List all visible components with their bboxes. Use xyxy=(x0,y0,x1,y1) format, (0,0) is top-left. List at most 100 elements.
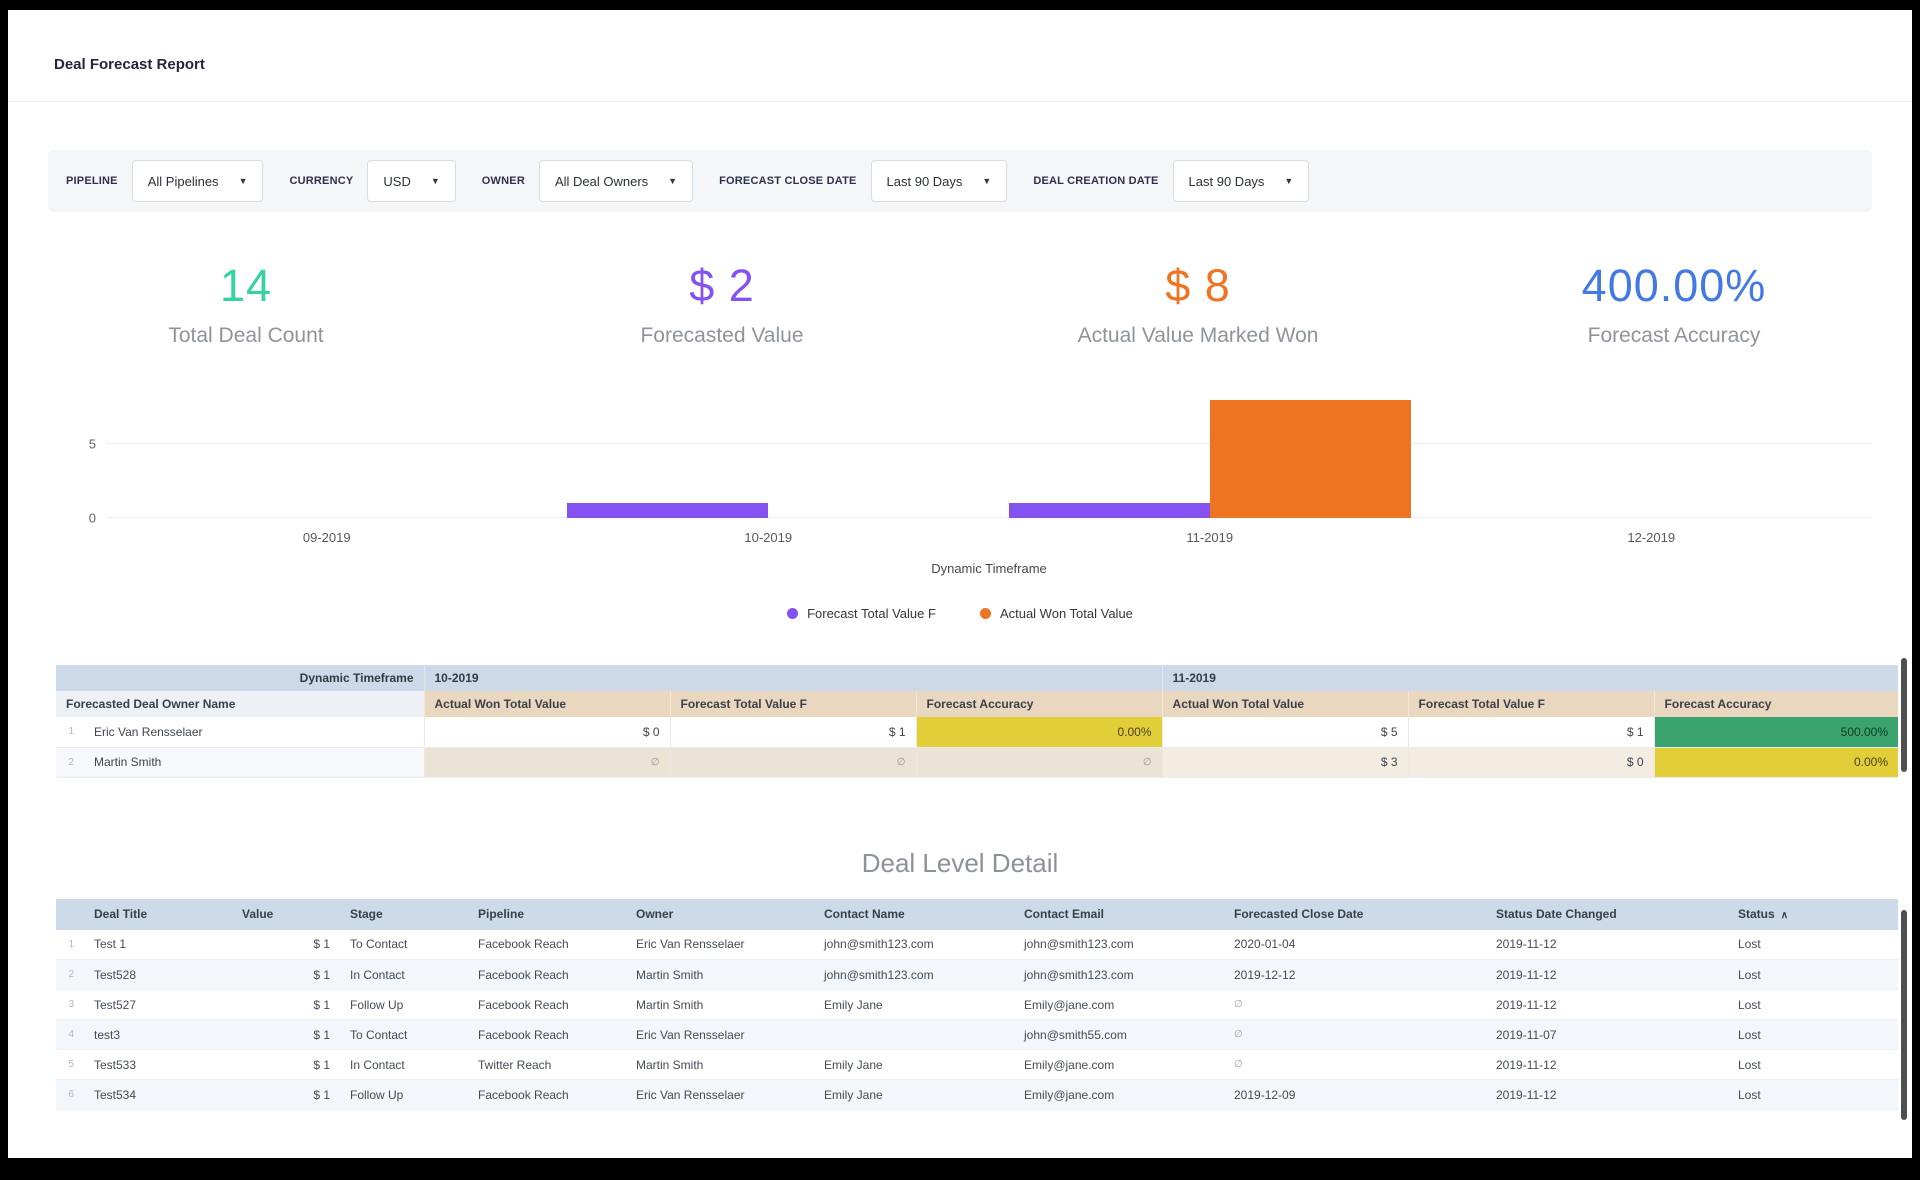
col-header-value[interactable]: Value xyxy=(232,898,340,930)
cell-stage: To Contact xyxy=(340,1019,468,1050)
kpi-label: Actual Value Marked Won xyxy=(1077,324,1319,347)
cell-value: $ 1 xyxy=(232,1049,340,1080)
cell-pipeline: Facebook Reach xyxy=(468,1019,626,1050)
col-header-pipeline[interactable]: Pipeline xyxy=(468,898,626,930)
kpi-actual-value-won: $ 8 Actual Value Marked Won xyxy=(960,260,1436,348)
sort-asc-icon: ∧ xyxy=(1780,910,1789,921)
cell-forecasted-close-date: ∅ xyxy=(1224,989,1486,1020)
pivot-col-header: Forecast Total Value F xyxy=(1407,691,1655,717)
filter-pipeline: PIPELINE All Pipelines ▼ xyxy=(66,160,264,202)
cell-pipeline: Twitter Reach xyxy=(468,1049,626,1080)
pivot-col-header: Forecast Accuracy xyxy=(915,691,1163,717)
filter-currency: CURRENCY USD ▼ xyxy=(289,160,456,202)
cell-status-date-changed: 2019-11-12 xyxy=(1486,959,1728,990)
pivot-col-header: Forecast Accuracy xyxy=(1653,691,1899,717)
pivot-cell-null: ∅ xyxy=(915,747,1163,778)
bar-group-12-2019 xyxy=(1431,388,1873,518)
cell-contact-email: john@smith123.com xyxy=(1014,959,1224,990)
x-tick-label-10-2019: 10-2019 xyxy=(744,530,793,545)
filter-deal-creation-date: DEAL CREATION DATE Last 90 Days ▼ xyxy=(1033,160,1310,202)
col-header-stage[interactable]: Stage xyxy=(340,898,468,930)
col-header-owner[interactable]: Owner xyxy=(626,898,814,930)
pivot-row: 2 Martin Smith ∅ ∅ ∅ $ 3 $ 0 0.00% xyxy=(56,747,1899,778)
col-header-status[interactable]: Status ∧ xyxy=(1728,898,1898,930)
pivot-cell-null: ∅ xyxy=(669,747,916,778)
chevron-down-icon: ▼ xyxy=(1284,176,1294,186)
cell-owner: Martin Smith xyxy=(626,989,814,1020)
pivot-group-header-row: Dynamic Timeframe 10-2019 11-2019 xyxy=(56,665,1899,691)
y-tick-label-5: 5 xyxy=(88,436,96,452)
deal-row: 5 Test533 $ 1 In Contact Twitter Reach M… xyxy=(56,1049,1898,1080)
cell-value: $ 1 xyxy=(232,959,340,990)
legend-item-actual-won-total-value[interactable]: Actual Won Total Value xyxy=(979,606,1133,621)
deal-table-scrollbar[interactable] xyxy=(1901,910,1907,1120)
legend-item-forecast-total-value-f[interactable]: Forecast Total Value F xyxy=(787,606,936,621)
kpi-label: Forecasted Value xyxy=(640,324,804,347)
filter-owner: OWNER All Deal Owners ▼ xyxy=(482,160,694,202)
cell-status-date-changed: 2019-11-07 xyxy=(1486,1019,1728,1050)
deal-row: 2 Test528 $ 1 In Contact Facebook Reach … xyxy=(56,959,1898,990)
cell-owner: Eric Van Rensselaer xyxy=(626,1079,814,1110)
cell-contact-name: Emily Jane xyxy=(814,1079,1014,1110)
col-header-contact-name[interactable]: Contact Name xyxy=(814,898,1014,930)
owner-select[interactable]: All Deal Owners ▼ xyxy=(538,160,694,202)
row-number: 4 xyxy=(56,1019,84,1050)
kpi-forecasted-value: $ 2 Forecasted Value xyxy=(484,260,960,348)
select-value: Last 90 Days xyxy=(1188,173,1265,189)
col-header-contact-email[interactable]: Contact Email xyxy=(1014,898,1224,930)
col-header-forecasted-close-date[interactable]: Forecasted Close Date xyxy=(1224,898,1486,930)
cell-deal-title: Test534 xyxy=(84,1079,232,1110)
col-header-status-date-changed[interactable]: Status Date Changed xyxy=(1486,898,1728,930)
gridline-0 xyxy=(106,517,1872,518)
pivot-cell: $ 1 xyxy=(669,717,916,748)
pivot-table: Dynamic Timeframe 10-2019 11-2019 Foreca… xyxy=(56,665,1899,778)
cell-contact-name: john@smith123.com xyxy=(814,929,1014,960)
cell-stage: To Contact xyxy=(340,929,468,960)
currency-select[interactable]: USD ▼ xyxy=(367,160,456,202)
owner-name: Eric Van Rensselaer xyxy=(84,717,424,748)
col-header-deal-title[interactable]: Deal Title xyxy=(84,898,232,930)
cell-owner: Martin Smith xyxy=(626,959,814,990)
cell-deal-title: Test527 xyxy=(84,989,232,1020)
col-header-status-label: Status xyxy=(1738,907,1775,921)
cell-contact-name: Emily Jane xyxy=(814,989,1014,1020)
filter-forecast-close-date: FORECAST CLOSE DATE Last 90 Days ▼ xyxy=(719,160,1008,202)
chevron-down-icon: ▼ xyxy=(430,176,440,186)
cell-deal-title: Test528 xyxy=(84,959,232,990)
pivot-scrollbar[interactable] xyxy=(1901,658,1907,772)
filter-label: PIPELINE xyxy=(66,175,118,187)
kpi-label: Total Deal Count xyxy=(168,324,324,347)
deal-row: 4 test3 $ 1 To Contact Facebook Reach Er… xyxy=(56,1019,1898,1050)
cell-forecasted-close-date: 2020-01-04 xyxy=(1224,929,1486,960)
pivot-col-header: Actual Won Total Value xyxy=(1161,691,1409,717)
row-number: 2 xyxy=(56,747,84,778)
deal-row: 6 Test534 $ 1 Follow Up Facebook Reach E… xyxy=(56,1079,1898,1110)
cell-stage: In Contact xyxy=(340,959,468,990)
kpi-row: 14 Total Deal Count $ 2 Forecasted Value… xyxy=(8,260,1912,348)
cell-value: $ 1 xyxy=(232,1079,340,1110)
bar-11-2019-forecast-total-value-f xyxy=(1008,503,1210,518)
pivot-cell: $ 5 xyxy=(1161,717,1409,748)
forecast-close-date-select[interactable]: Last 90 Days ▼ xyxy=(870,160,1008,202)
cell-stage: Follow Up xyxy=(340,989,468,1020)
filter-label: CURRENCY xyxy=(289,175,354,187)
cell-owner: Eric Van Rensselaer xyxy=(626,1019,814,1050)
cell-contact-name xyxy=(814,1019,1014,1050)
cell-status: Lost xyxy=(1728,1079,1898,1110)
pivot-corner-label: Dynamic Timeframe xyxy=(56,665,424,691)
filter-bar: PIPELINE All Pipelines ▼ CURRENCY USD ▼ … xyxy=(48,150,1872,212)
cell-contact-name: Emily Jane xyxy=(814,1049,1014,1080)
pipeline-select[interactable]: All Pipelines ▼ xyxy=(131,160,264,202)
deal-creation-date-select[interactable]: Last 90 Days ▼ xyxy=(1172,160,1310,202)
pivot-group-11-2019: 11-2019 xyxy=(1161,665,1899,691)
kpi-value: 14 xyxy=(219,260,273,311)
row-number-header xyxy=(56,898,84,930)
select-value: USD xyxy=(383,173,411,189)
row-number: 3 xyxy=(56,989,84,1020)
cell-value: $ 1 xyxy=(232,929,340,960)
cell-deal-title: Test 1 xyxy=(84,929,232,960)
cell-forecasted-close-date: ∅ xyxy=(1224,1019,1486,1050)
deal-level-detail-table: Deal Title Value Stage Pipeline Owner Co… xyxy=(56,898,1898,1110)
pivot-col-header: Actual Won Total Value xyxy=(423,691,670,717)
